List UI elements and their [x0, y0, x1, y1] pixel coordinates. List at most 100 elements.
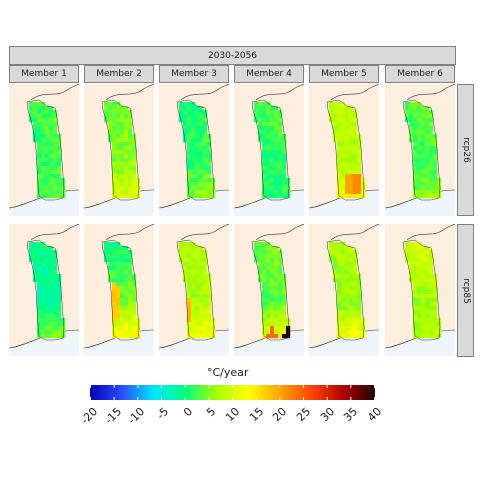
grid-cell — [345, 138, 350, 143]
grid-cell — [128, 250, 133, 255]
grid-cell — [120, 246, 125, 251]
grid-cell — [29, 254, 34, 259]
grid-cell — [120, 274, 125, 279]
grid-cell — [421, 262, 426, 267]
colorbar-title: °C/year — [207, 366, 249, 379]
grid-cell — [211, 322, 216, 327]
grid-cell — [49, 126, 54, 131]
grid-cell — [112, 102, 117, 107]
grid-cell — [203, 190, 208, 195]
grid-cell — [337, 314, 342, 319]
grid-cell — [49, 158, 54, 163]
grid-cell — [262, 270, 267, 275]
grid-cell — [353, 274, 358, 279]
grid-cell — [132, 290, 137, 295]
grid-cell — [266, 170, 271, 175]
grid-cell — [413, 286, 418, 291]
grid-cell — [195, 298, 200, 303]
grid-cell — [349, 246, 354, 251]
grid-cell — [278, 110, 283, 115]
grid-cell — [353, 138, 358, 143]
map-panel-rcp26-member-4 — [234, 84, 304, 216]
grid-cell — [409, 278, 414, 283]
grid-cell — [132, 154, 137, 159]
grid-cell — [353, 154, 358, 159]
grid-cell — [37, 118, 42, 123]
grid-cell — [282, 310, 287, 315]
grid-cell — [266, 182, 271, 187]
grid-cell — [274, 330, 279, 335]
grid-cell — [49, 166, 54, 171]
grid-cell — [345, 170, 350, 175]
grid-cell — [29, 102, 34, 107]
grid-cell — [270, 134, 275, 139]
grid-cell — [116, 142, 121, 147]
grid-cell — [41, 322, 46, 327]
grid-cell — [33, 258, 38, 263]
grid-cell — [425, 162, 430, 167]
grid-cell — [429, 186, 434, 191]
grid-cell — [278, 182, 283, 187]
grid-cell — [45, 298, 50, 303]
grid-cell — [357, 314, 362, 319]
grid-cell — [274, 306, 279, 311]
grid-cell — [187, 326, 192, 331]
grid-cell — [270, 298, 275, 303]
grid-cell — [45, 310, 50, 315]
scenario-strip-rcp26: rcp26 — [457, 84, 474, 216]
grid-cell — [345, 146, 350, 151]
grid-cell — [353, 310, 358, 315]
grid-cell — [132, 174, 137, 179]
grid-cell — [433, 306, 438, 311]
grid-cell — [417, 302, 422, 307]
grid-cell — [179, 246, 184, 251]
grid-cell — [353, 150, 358, 155]
grid-cell — [413, 146, 418, 151]
grid-cell — [421, 130, 426, 135]
grid-cell — [45, 270, 50, 275]
grid-cell — [337, 326, 342, 331]
coastline — [234, 329, 304, 349]
grid-cell — [353, 322, 358, 327]
grid-cell — [270, 170, 275, 175]
grid-cell — [409, 138, 414, 143]
grid-cell — [270, 162, 275, 167]
grid-cell — [421, 158, 426, 163]
grid-cell — [203, 298, 208, 303]
grid-cell — [112, 106, 117, 111]
grid-cell — [116, 278, 121, 283]
grid-cell — [274, 258, 279, 263]
grid-cell — [195, 142, 200, 147]
grid-cell — [417, 294, 422, 299]
grid-cell — [266, 242, 271, 247]
grid-cell — [112, 118, 117, 123]
grid-cell — [191, 302, 196, 307]
grid-cell — [187, 142, 192, 147]
grid-cell — [120, 302, 125, 307]
grid-cell — [195, 182, 200, 187]
grid-cell — [409, 126, 414, 131]
grid-cell — [53, 310, 58, 315]
grid-cell — [409, 102, 414, 107]
grid-cell — [187, 166, 192, 171]
grid-cell — [132, 302, 137, 307]
grid-cell — [429, 330, 434, 335]
grid-cell — [195, 178, 200, 183]
grid-cell — [29, 106, 34, 111]
grid-cell — [349, 162, 354, 167]
grid-cell — [266, 314, 271, 319]
grid-cell — [112, 326, 117, 331]
grid-cell — [337, 310, 342, 315]
grid-cell — [49, 250, 54, 255]
grid-cell — [195, 294, 200, 299]
grid-cell — [199, 134, 204, 139]
grid-cell — [41, 170, 46, 175]
grid-cell — [199, 290, 204, 295]
grid-cell — [405, 110, 410, 115]
grid-cell — [353, 194, 358, 199]
grid-cell — [353, 254, 358, 259]
grid-cell — [191, 126, 196, 131]
grid-cell — [274, 314, 279, 319]
grid-cell — [33, 274, 38, 279]
grid-cell — [353, 250, 358, 255]
